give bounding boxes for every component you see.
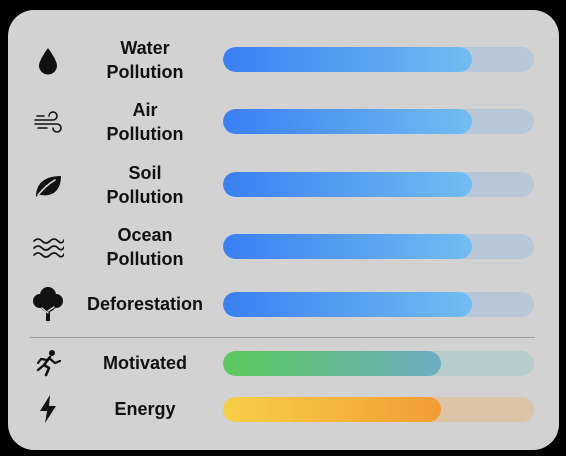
progress-fill-air (223, 109, 472, 134)
progress-track-soil (223, 172, 534, 197)
stat-label-air: Air Pollution (106, 100, 184, 144)
progress-fill-energy (223, 397, 441, 422)
progress-fill-motivated (223, 351, 441, 376)
wind-icon (26, 103, 70, 143)
tree-icon (26, 284, 70, 324)
progress-fill-deforestation (223, 292, 472, 317)
section-divider (30, 337, 535, 338)
stats-widget: Water Pollution Air Pollution Soil P (8, 10, 559, 450)
stat-label-deforestation: Deforestation (86, 294, 203, 314)
running-figure-icon (26, 343, 70, 383)
leaf-icon (26, 166, 70, 206)
stat-label-energy: Energy (114, 399, 176, 419)
stat-label-ocean: Ocean Pollution (106, 225, 184, 269)
progress-track-motivated (223, 351, 534, 376)
progress-fill-water (223, 47, 472, 72)
water-drop-icon (26, 41, 70, 81)
stat-label-motivated: Motivated (102, 353, 187, 373)
progress-track-energy (223, 397, 534, 422)
stat-label-water: Water Pollution (106, 38, 184, 82)
lightning-bolt-icon (26, 389, 70, 429)
progress-track-ocean (223, 234, 534, 259)
progress-track-air (223, 109, 534, 134)
progress-fill-soil (223, 172, 472, 197)
waves-icon (26, 228, 70, 268)
progress-track-deforestation (223, 292, 534, 317)
progress-fill-ocean (223, 234, 472, 259)
progress-track-water (223, 47, 534, 72)
stat-label-soil: Soil Pollution (106, 163, 184, 207)
